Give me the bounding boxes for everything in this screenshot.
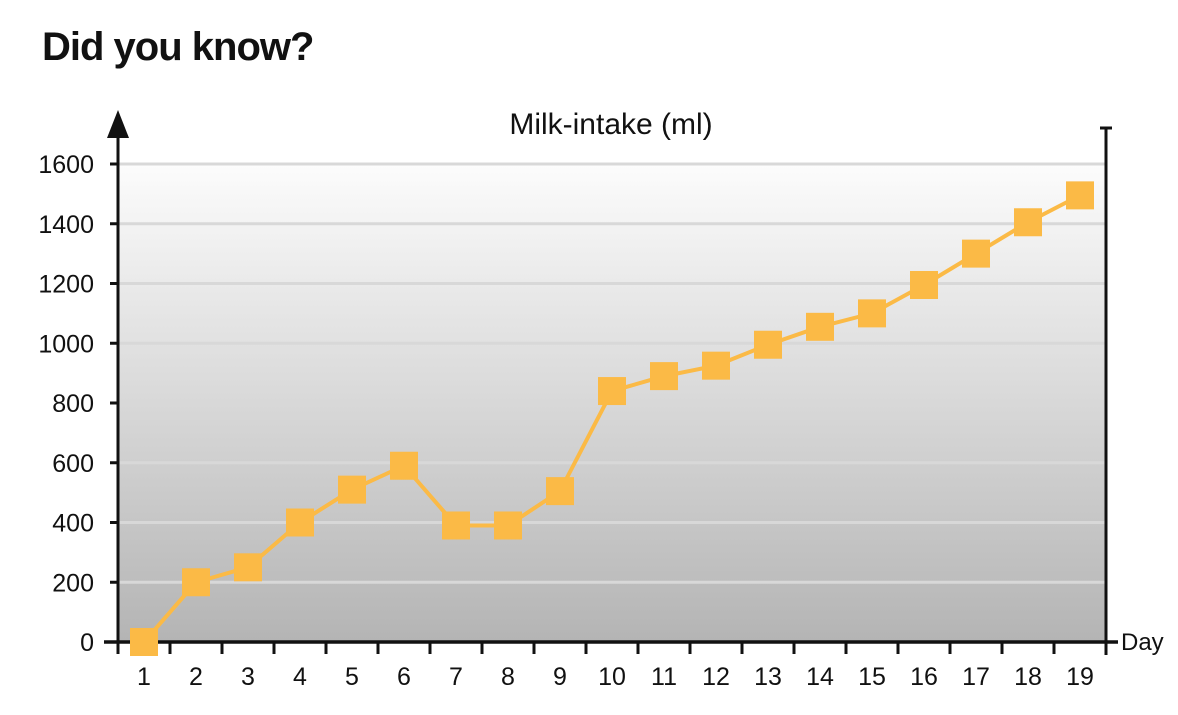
x-tick-label: 10 [598, 663, 626, 691]
data-point-marker [286, 509, 314, 537]
y-tick-label: 400 [52, 510, 94, 538]
data-point-marker [130, 628, 158, 656]
data-point-marker [234, 553, 262, 581]
x-tick-label: 1 [137, 663, 151, 691]
y-tick-label: 1000 [38, 330, 94, 358]
x-tick-label: 11 [651, 663, 677, 691]
y-tick-label: 1400 [38, 211, 94, 239]
data-point-marker [910, 271, 938, 299]
x-tick-label: 7 [449, 663, 463, 691]
x-tick-label: 6 [397, 663, 411, 691]
x-tick-label: 17 [962, 663, 990, 691]
x-tick-label: 8 [501, 663, 515, 691]
data-point-marker [1014, 208, 1042, 236]
data-point-marker [754, 331, 782, 359]
data-point-marker [338, 476, 366, 504]
data-point-marker [702, 352, 730, 380]
data-point-marker [1066, 181, 1094, 209]
chart-title: Milk-intake (ml) [509, 108, 712, 141]
x-tick-label: 14 [806, 663, 834, 691]
x-tick-label: 5 [345, 663, 359, 691]
x-tick-label: 16 [910, 663, 938, 691]
y-axis-arrow [107, 110, 129, 138]
x-tick-label: 4 [293, 663, 307, 691]
x-tick-label: 15 [858, 663, 886, 691]
y-tick-label: 1600 [38, 151, 94, 179]
data-point-marker [598, 377, 626, 405]
data-point-marker [858, 299, 886, 327]
x-tick-label: 18 [1014, 663, 1042, 691]
data-point-marker [442, 511, 470, 539]
y-axis-ticks: 0 200 400 600 800 1000 1200 1400 1600 [38, 151, 94, 657]
data-point-marker [806, 313, 834, 341]
x-tick-label: 19 [1066, 663, 1094, 691]
y-tick-label: 0 [80, 629, 94, 657]
x-tick-label: 12 [702, 663, 730, 691]
data-point-marker [390, 452, 418, 480]
x-tick-label: 3 [241, 663, 255, 691]
y-tick-label: 200 [52, 569, 94, 597]
x-tick-label: 13 [754, 663, 782, 691]
x-axis-ticks: 1 2 3 4 5 6 7 8 9 10 11 12 13 14 15 16 17 18 19 [137, 663, 1094, 691]
data-point-marker [546, 477, 574, 505]
x-tick-label: 2 [189, 663, 203, 691]
y-tick-label: 600 [52, 450, 94, 478]
y-tick-label: 800 [52, 390, 94, 418]
data-point-marker [962, 240, 990, 268]
x-tick-label: 9 [553, 663, 567, 691]
data-point-marker [650, 362, 678, 390]
data-point-marker [494, 511, 522, 539]
x-axis-label: Day [1121, 629, 1164, 656]
data-point-marker [182, 568, 210, 596]
y-tick-label: 1200 [38, 271, 94, 299]
